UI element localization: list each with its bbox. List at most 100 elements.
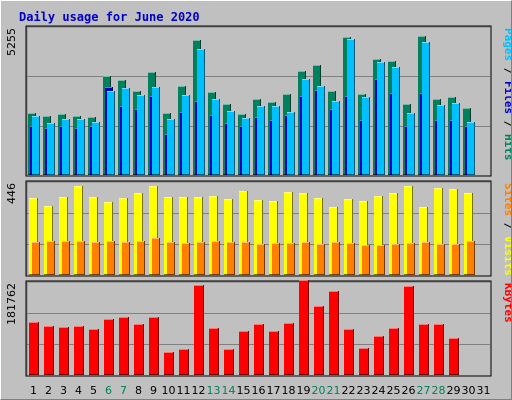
panel-kbytes-axis-label-part-1: KBytes [502, 283, 511, 323]
bar-kbytes-day-12-fill [194, 285, 204, 375]
bar-sites-day-3 [62, 241, 70, 275]
bar-sites-day-1-fill [32, 242, 40, 275]
bar-pages-day-25-fill [392, 67, 400, 175]
bar-sites-day-21 [332, 242, 340, 275]
panel-hits-files-pages-axis-label-part-2: / [502, 61, 511, 81]
bar-visits-day-29-fill [449, 189, 458, 275]
bar-sites-day-15-fill [242, 242, 250, 275]
bar-kbytes-day-22-fill [344, 329, 354, 375]
panel-kbytes-axis-label: KBytes [502, 283, 511, 323]
bar-sites-day-29-fill [452, 244, 460, 275]
bar-kbytes-day-16 [254, 324, 264, 375]
x-tick-label-1: 1 [30, 384, 37, 397]
bar-pages-day-12 [197, 49, 205, 175]
bar-kbytes-day-18 [284, 323, 294, 375]
bar-pages-day-10 [167, 119, 175, 175]
bar-sites-day-23 [362, 245, 370, 275]
bar-kbytes-day-2 [44, 326, 54, 375]
bar-pages-day-7-fill [122, 88, 130, 175]
bar-sites-day-16-fill [257, 244, 265, 275]
bar-sites-day-25-fill [392, 244, 400, 275]
bar-sites-day-11 [182, 243, 190, 275]
bar-kbytes-day-23 [359, 348, 369, 375]
bar-pages-day-8-fill [137, 95, 145, 175]
bar-pages-day-13-fill [212, 99, 220, 175]
bar-visits-day-19-fill [299, 193, 308, 275]
bar-kbytes-day-28 [434, 324, 444, 375]
x-tick-label-19: 19 [297, 384, 311, 397]
bar-kbytes-day-6 [104, 319, 114, 375]
bar-kbytes-day-4 [74, 326, 84, 375]
bar-sites-day-6-fill [107, 241, 115, 275]
x-tick-label-17: 17 [267, 384, 281, 397]
bar-sites-day-22-fill [347, 243, 355, 275]
bar-kbytes-day-11-fill [179, 349, 189, 375]
x-tick-label-10: 10 [162, 384, 176, 397]
bar-sites-day-14-fill [227, 242, 235, 275]
bar-pages-day-18-fill [287, 112, 295, 175]
bar-kbytes-day-5 [89, 329, 99, 375]
bar-pages-day-7 [122, 88, 130, 175]
bar-kbytes-day-29 [449, 338, 459, 375]
panel-hits-files-pages-max-label: 5255 [5, 28, 18, 56]
bar-pages-day-29 [452, 103, 460, 175]
bar-kbytes-day-9 [149, 317, 159, 375]
bar-pages-day-22 [347, 39, 355, 175]
bar-pages-day-20 [317, 86, 325, 175]
bar-kbytes-day-24-fill [374, 336, 384, 375]
bar-sites-day-27 [422, 242, 430, 275]
bar-pages-day-8 [137, 95, 145, 175]
panel-visits-sites-axis-label-part-3: Visits [502, 236, 511, 276]
bar-visits-day-15-fill [239, 191, 248, 275]
bar-pages-day-1-fill [32, 116, 40, 175]
bar-kbytes-day-19 [299, 280, 309, 375]
bar-kbytes-day-1-fill [29, 322, 39, 375]
bar-pages-day-4 [77, 119, 85, 175]
bar-sites-day-13 [212, 241, 220, 275]
bar-kbytes-day-17 [269, 331, 279, 375]
bar-visits-day-24-fill [374, 196, 383, 275]
bar-sites-day-10 [167, 242, 175, 275]
bar-sites-day-22 [347, 243, 355, 275]
panel-hits-files-pages-axis-label-part-1: Pages [502, 28, 511, 61]
bar-sites-day-6 [107, 241, 115, 275]
bar-kbytes-day-15-fill [239, 331, 249, 375]
bar-sites-day-19 [302, 242, 310, 275]
bar-visits-day-25-fill [389, 193, 398, 275]
panel-kbytes: 181762 KBytes [5, 280, 511, 377]
bar-visits-day-3-fill [59, 197, 68, 275]
bar-kbytes-day-11 [179, 349, 189, 375]
bar-sites-day-8 [137, 241, 145, 275]
x-tick-label-20: 20 [312, 384, 326, 397]
bar-visits-day-8-fill [134, 193, 143, 275]
bar-visits-day-27-fill [419, 207, 428, 275]
x-tick-label-4: 4 [75, 384, 82, 397]
bar-pages-day-6 [107, 91, 115, 175]
bar-visits-day-2-fill [44, 206, 53, 275]
bar-visits-day-26-fill [404, 186, 413, 275]
bar-pages-day-1 [32, 116, 40, 175]
x-tick-label-21: 21 [327, 384, 341, 397]
bar-kbytes-day-21 [329, 291, 339, 375]
panel-hits-files-pages-axis-label-part-3: Files [502, 81, 511, 114]
bar-visits-day-5-fill [89, 197, 98, 275]
bar-visits-day-28-fill [434, 188, 443, 275]
bar-pages-day-13 [212, 99, 220, 175]
bar-kbytes-day-18-fill [284, 323, 294, 375]
bar-sites-day-8-fill [137, 241, 145, 275]
bar-kbytes-day-21-fill [329, 291, 339, 375]
bar-sites-day-10-fill [167, 242, 175, 275]
x-axis-tick-labels: 1 2 3 4 5 6 7 8 9 10 11 12 13 14 15 16 17 18 19 20 21 22 23 24 2… [30, 384, 491, 397]
bar-pages-day-24-fill [377, 62, 385, 175]
bar-sites-day-23-fill [362, 245, 370, 275]
bar-pages-day-14-fill [227, 111, 235, 175]
bar-pages-day-28-fill [437, 105, 445, 175]
bar-pages-day-21 [332, 101, 340, 175]
bar-kbytes-day-16-fill [254, 324, 264, 375]
bar-kbytes-day-3-fill [59, 327, 69, 375]
x-tick-label-11: 11 [177, 384, 191, 397]
panel-visits-sites-axis-label-part-1: Sites [502, 183, 511, 216]
bar-pages-day-22-fill [347, 39, 355, 175]
bar-kbytes-day-13-fill [209, 328, 219, 375]
bar-pages-day-12-fill [197, 49, 205, 175]
